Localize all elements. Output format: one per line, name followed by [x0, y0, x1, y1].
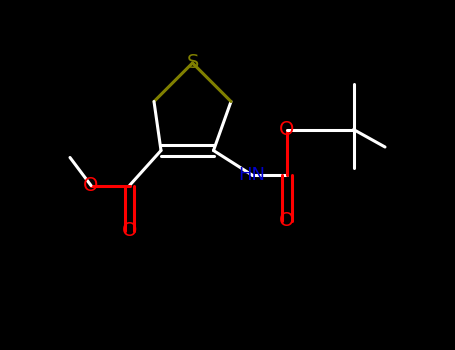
Text: O: O: [279, 120, 295, 139]
Text: HN: HN: [238, 166, 266, 184]
Text: S: S: [186, 54, 199, 72]
Text: O: O: [122, 222, 137, 240]
Text: O: O: [279, 211, 295, 230]
Text: O: O: [83, 176, 99, 195]
